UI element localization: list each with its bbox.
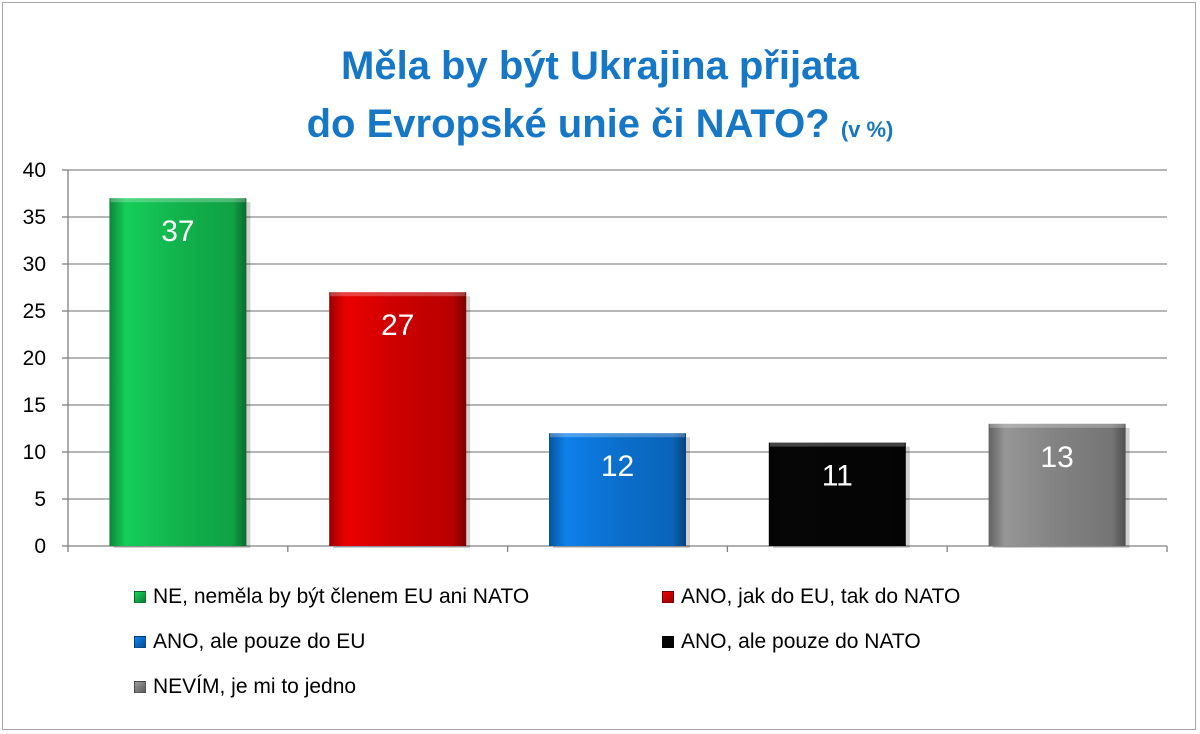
y-tick-label: 30: [23, 253, 46, 276]
bar-value-label: 12: [601, 450, 634, 483]
y-tick-label: 10: [23, 441, 46, 464]
legend-swatch: [662, 636, 674, 648]
chart-title-line2-text: do Evropské unie či NATO?: [306, 102, 830, 146]
legend-item: ANO, ale pouze do NATO: [662, 630, 921, 654]
legend-label: ANO, ale pouze do EU: [153, 630, 366, 653]
y-tick-label: 5: [34, 488, 46, 511]
legend-swatch: [134, 681, 146, 693]
bar: [768, 442, 906, 546]
y-tick-label: 40: [23, 159, 46, 182]
chart-title: Měla by být Ukrajina přijata do Evropské…: [3, 37, 1197, 159]
bar: [988, 423, 1126, 546]
legend-item: ANO, ale pouze do EU: [134, 630, 365, 654]
y-tick-label: 0: [34, 535, 46, 558]
legend-item: NEVÍM, je mi to jedno: [134, 675, 356, 699]
bar-top-highlight: [769, 442, 905, 447]
bar: [549, 433, 686, 546]
chart-title-line1: Měla by být Ukrajina přijata: [341, 44, 859, 88]
chart-title-line2: do Evropské unie či NATO? (v %): [3, 95, 1197, 159]
bar-value-label: 11: [822, 460, 853, 493]
legend-swatch: [134, 636, 146, 648]
y-tick-label: 35: [23, 206, 46, 229]
legend-item: NE, neměla by být členem EU ani NATO: [134, 585, 529, 609]
legend-label: NEVÍM, je mi to jedno: [153, 675, 357, 698]
bar-value-label: 37: [161, 215, 194, 248]
bar: [329, 292, 467, 546]
y-tick-label: 15: [23, 394, 46, 417]
bar-top-highlight: [110, 198, 246, 203]
legend-label: NE, neměla by být členem EU ani NATO: [153, 585, 530, 608]
bar: [109, 198, 247, 546]
chart-title-unit: (v %): [840, 117, 894, 142]
bar-value-label: 27: [381, 309, 414, 342]
bar-top-highlight: [330, 292, 466, 297]
bar-top-highlight: [550, 433, 685, 438]
legend-swatch: [134, 591, 146, 603]
y-tick-label: 20: [23, 347, 46, 370]
bar-value-label: 13: [1040, 441, 1073, 474]
bar-top-highlight: [989, 423, 1125, 428]
legend-label: ANO, jak do EU, tak do NATO: [681, 585, 961, 608]
legend-label: ANO, ale pouze do NATO: [681, 630, 921, 653]
legend-swatch: [662, 591, 674, 603]
legend-item: ANO, jak do EU, tak do NATO: [662, 585, 960, 609]
y-tick-label: 25: [23, 300, 46, 323]
